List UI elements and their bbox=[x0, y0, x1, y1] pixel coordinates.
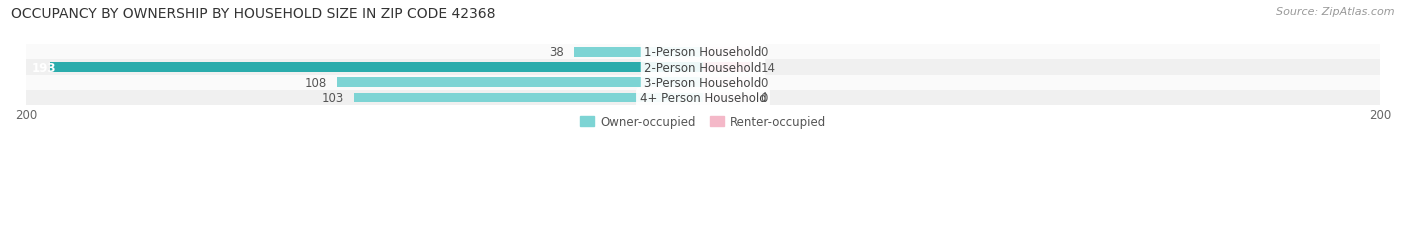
Text: 108: 108 bbox=[305, 76, 328, 89]
Bar bbox=[49, 63, 703, 73]
Text: 0: 0 bbox=[761, 76, 768, 89]
Text: 3-Person Household: 3-Person Household bbox=[644, 76, 762, 89]
Bar bbox=[703, 63, 751, 73]
Text: 4+ Person Household: 4+ Person Household bbox=[640, 91, 766, 104]
Text: 1-Person Household: 1-Person Household bbox=[644, 46, 762, 59]
Text: 193: 193 bbox=[32, 61, 56, 74]
Bar bbox=[354, 93, 703, 103]
Bar bbox=[27, 60, 1379, 75]
Text: 38: 38 bbox=[550, 46, 564, 59]
Bar bbox=[703, 78, 751, 88]
Bar bbox=[337, 78, 703, 88]
Legend: Owner-occupied, Renter-occupied: Owner-occupied, Renter-occupied bbox=[575, 111, 831, 133]
Text: 2-Person Household: 2-Person Household bbox=[644, 61, 762, 74]
Text: 103: 103 bbox=[322, 91, 344, 104]
Text: Source: ZipAtlas.com: Source: ZipAtlas.com bbox=[1277, 7, 1395, 17]
Bar bbox=[27, 45, 1379, 60]
Bar bbox=[703, 48, 751, 58]
Text: 0: 0 bbox=[761, 46, 768, 59]
Text: 0: 0 bbox=[761, 91, 768, 104]
Text: OCCUPANCY BY OWNERSHIP BY HOUSEHOLD SIZE IN ZIP CODE 42368: OCCUPANCY BY OWNERSHIP BY HOUSEHOLD SIZE… bbox=[11, 7, 496, 21]
Bar bbox=[703, 93, 751, 103]
Text: 14: 14 bbox=[761, 61, 776, 74]
Bar bbox=[27, 75, 1379, 91]
Bar bbox=[575, 48, 703, 58]
Bar bbox=[27, 91, 1379, 106]
